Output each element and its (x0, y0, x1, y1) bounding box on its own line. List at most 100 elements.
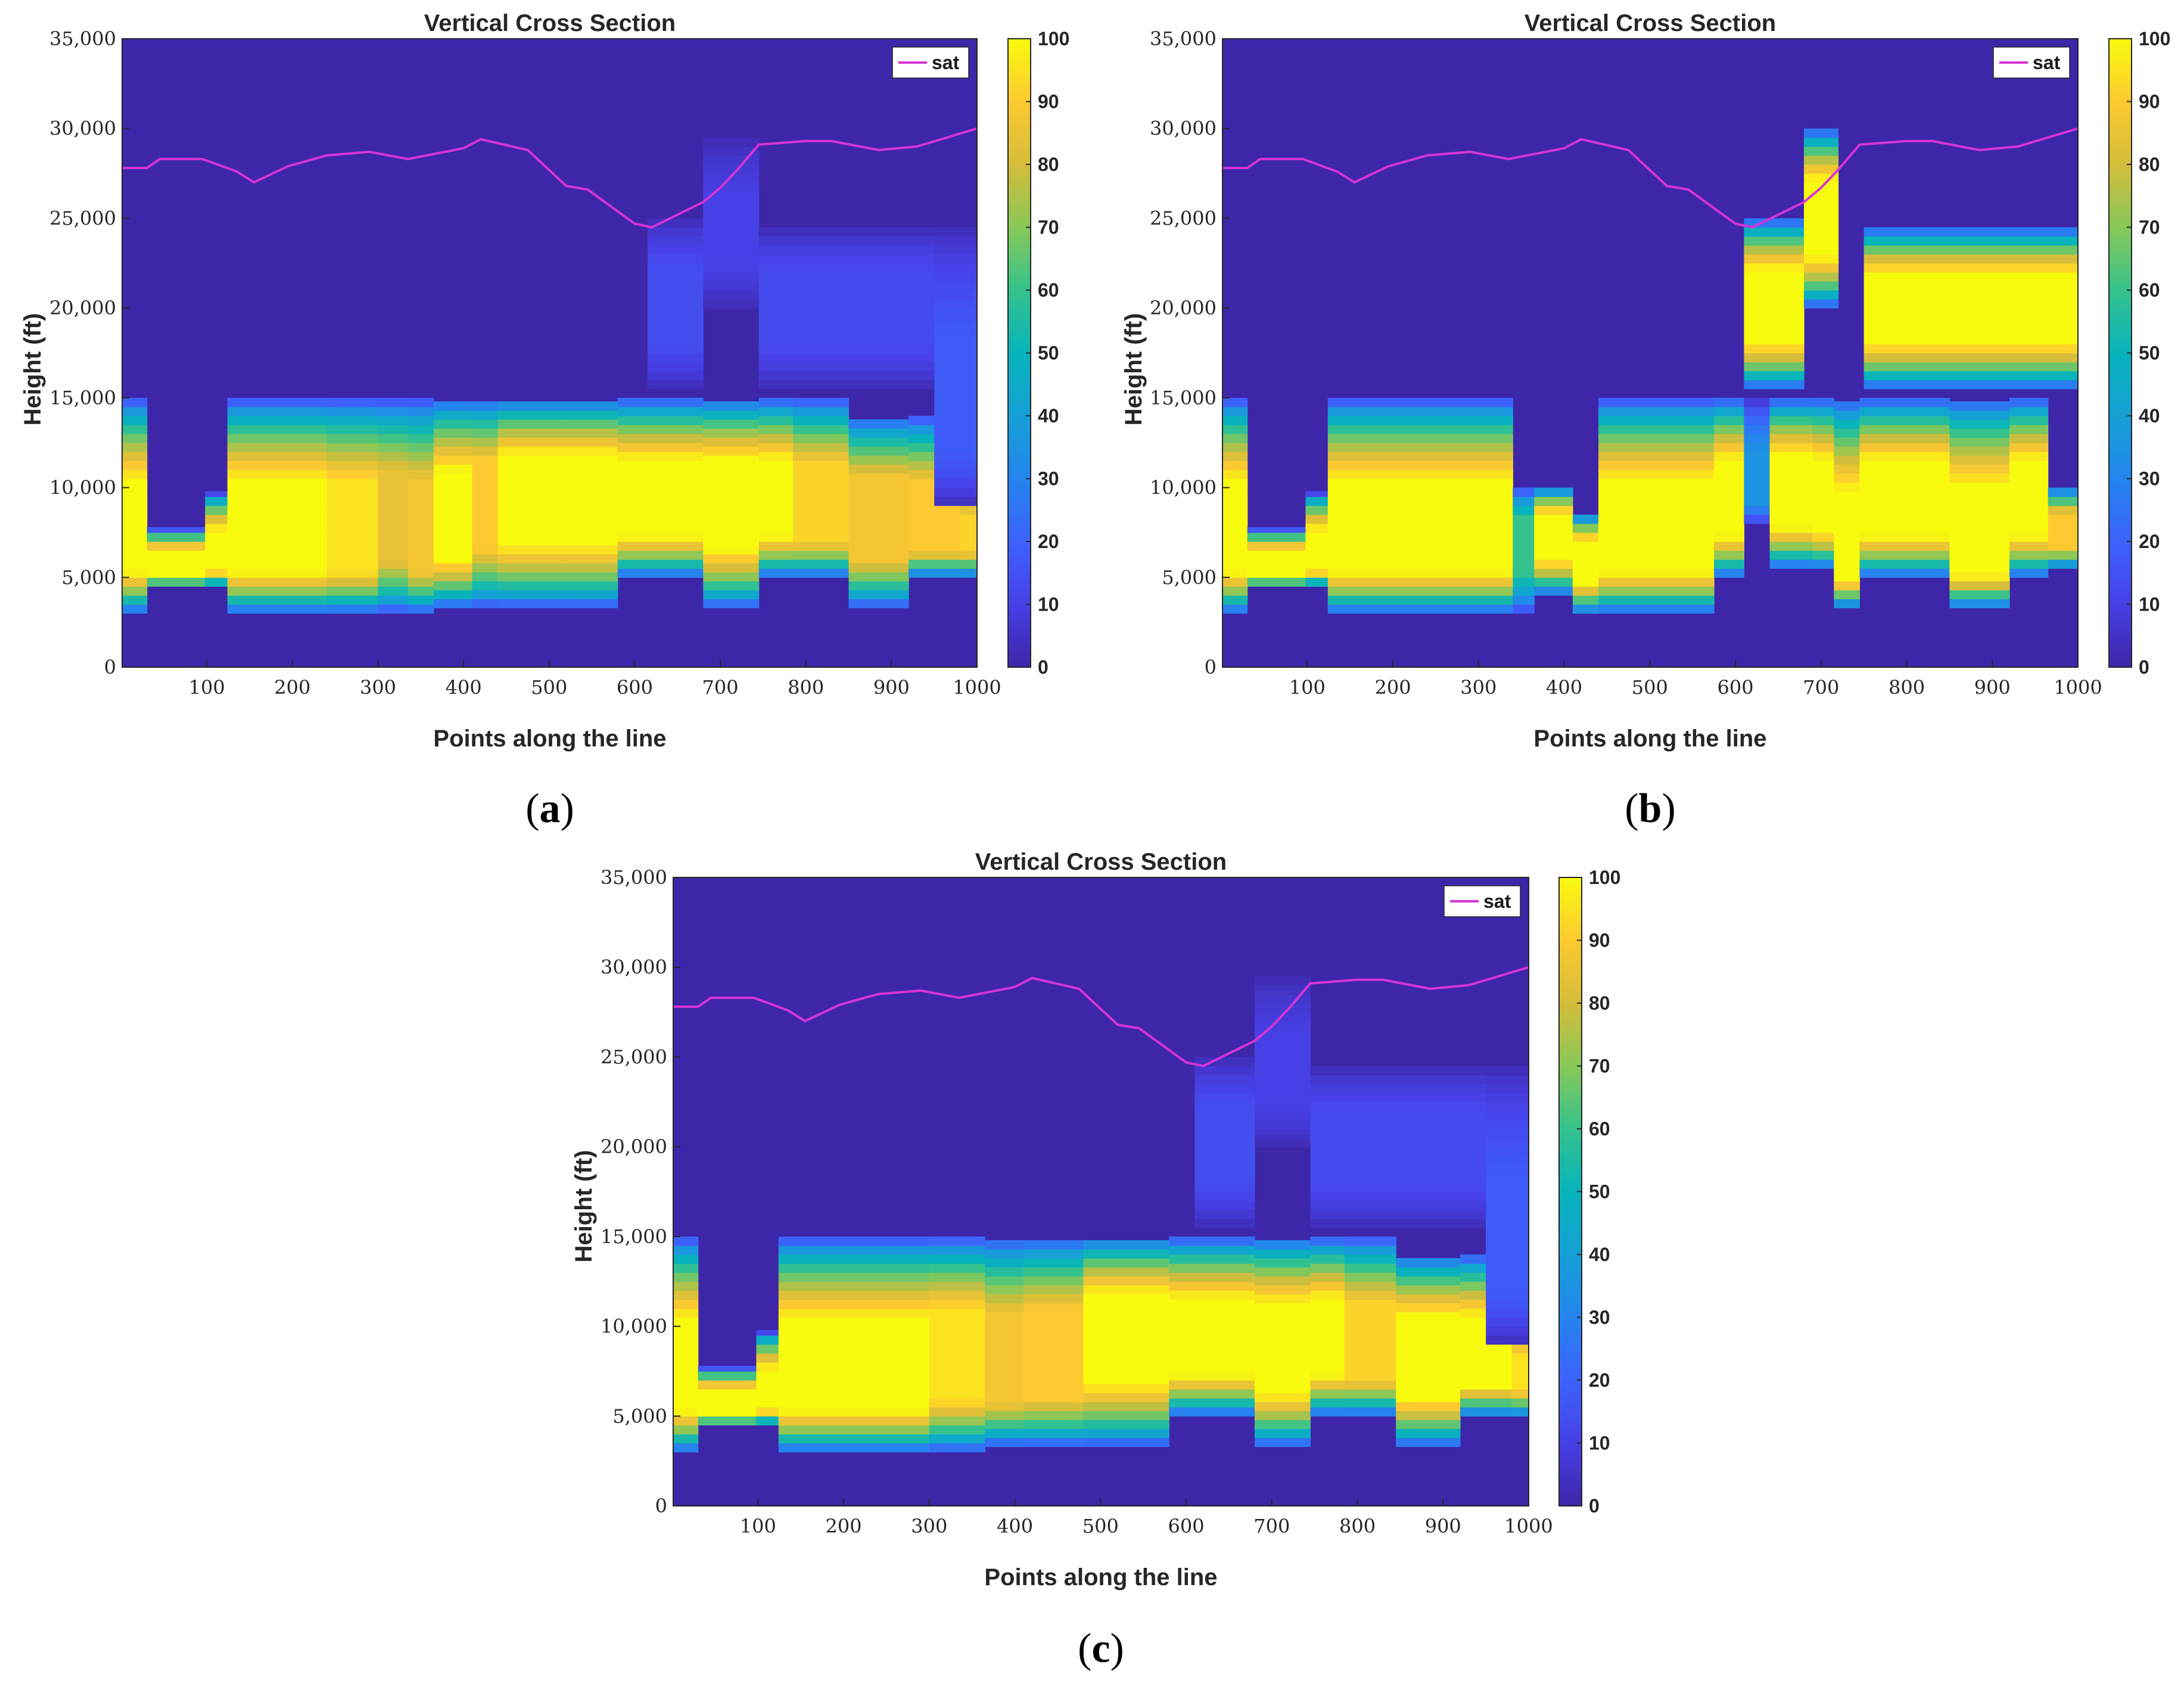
heatmap-cell (1863, 272, 2079, 282)
heatmap-cell (1744, 353, 1805, 363)
heatmap-block (793, 397, 850, 578)
heatmap-cell (122, 532, 148, 542)
heatmap-cell (647, 272, 704, 282)
x-tick-label: 200 (274, 676, 310, 699)
y-tick-label: 5,000 (61, 566, 116, 589)
heatmap-cell (326, 541, 379, 551)
heatmap-cell (848, 473, 909, 483)
x-tick-label: 1000 (2054, 676, 2102, 699)
heatmap-cell (1327, 505, 1513, 515)
heatmap-cell (1083, 1365, 1169, 1375)
heatmap-cell (1255, 1384, 1311, 1393)
heatmap-cell (1169, 1245, 1255, 1255)
heatmap-cell (703, 146, 760, 156)
heatmap-cell (378, 443, 409, 452)
y-tick-label: 35,000 (1150, 27, 1217, 50)
heatmap-cell (227, 496, 327, 506)
heatmap-cell (1310, 1236, 1345, 1246)
heatmap-cell (1222, 397, 1248, 407)
heatmap-cell (1194, 1119, 1255, 1129)
heatmap-cell (1949, 581, 2010, 590)
heatmap-cell (566, 419, 618, 429)
heatmap-cell (934, 388, 978, 399)
heatmap-cell (848, 419, 909, 429)
heatmap-cell (497, 554, 567, 564)
colorbar-tick-label: 20 (1038, 531, 1059, 552)
heatmap-cell (793, 434, 850, 443)
heatmap-cell (1598, 532, 1715, 542)
y-tick-label: 0 (1205, 656, 1217, 678)
heatmap-cell (1305, 523, 1329, 533)
heatmap-cell (1534, 568, 1573, 578)
heatmap-cell (985, 1267, 1024, 1277)
heatmap-cell (909, 505, 960, 515)
heatmap-cell (703, 455, 760, 465)
heatmap-cell (227, 478, 327, 488)
x-tick-label: 500 (1082, 1515, 1119, 1537)
chart-title: Vertical Cross Section (975, 849, 1227, 875)
heatmap-cell (793, 478, 850, 488)
heatmap-cell (793, 452, 850, 461)
heatmap-cell (1327, 514, 1513, 524)
heatmap-cell (227, 505, 327, 515)
heatmap-cell (698, 1407, 757, 1417)
heatmap-cell (1598, 550, 1715, 560)
heatmap-cell (1534, 541, 1573, 551)
heatmap-cell (122, 469, 148, 480)
heatmap-cell (497, 500, 567, 510)
panel-caption: (c) (1078, 1626, 1124, 1671)
heatmap-cell (934, 496, 978, 506)
heatmap-cell (1023, 1249, 1084, 1259)
heatmap-cell (698, 1398, 757, 1408)
heatmap-cell (1222, 406, 1248, 416)
y-tick-label: 35,000 (49, 27, 116, 50)
heatmap-cell (1023, 1240, 1084, 1250)
heatmap-cell (673, 1299, 699, 1309)
heatmap-cell (1863, 353, 2079, 363)
heatmap-cell (909, 559, 960, 569)
heatmap-cell (1023, 1420, 1084, 1429)
heatmap-cell (703, 599, 760, 609)
heatmap-cell (1572, 604, 1599, 614)
heatmap-cell (1534, 514, 1573, 524)
legend-label: sat (932, 52, 960, 73)
heatmap-cell (472, 437, 499, 447)
heatmap-cell (778, 1407, 930, 1417)
heatmap-cell (673, 1353, 699, 1363)
heatmap-cell (122, 478, 148, 488)
heatmap-cell (433, 464, 473, 474)
heatmap-cell (1222, 469, 1248, 480)
heatmap-cell (934, 299, 978, 309)
heatmap-cell (758, 308, 935, 317)
heatmap-cell (407, 532, 434, 542)
heatmap-cell (1460, 1389, 1512, 1399)
heatmap-cell (122, 604, 148, 614)
heatmap-cell (1255, 1039, 1311, 1048)
heatmap-cell (793, 425, 850, 434)
heatmap-cell (147, 527, 206, 533)
heatmap-cell (1804, 137, 1839, 147)
heatmap-cell (1744, 452, 1771, 461)
heatmap-cell (673, 1245, 699, 1255)
heatmap-cell (566, 581, 618, 590)
x-tick-label: 500 (1632, 676, 1668, 699)
heatmap-cell (1949, 437, 2010, 447)
heatmap-cell (1769, 397, 1813, 407)
heatmap-block (1305, 491, 1329, 587)
heatmap-cell (1863, 362, 2079, 372)
heatmap-cell (472, 410, 499, 420)
heatmap-cell (1812, 443, 1834, 452)
heatmap-cell (1327, 397, 1513, 407)
heatmap-block (326, 397, 379, 614)
heatmap-cell (848, 527, 909, 537)
heatmap-cell (848, 500, 909, 510)
heatmap-cell (1769, 434, 1813, 443)
heatmap-cell (758, 478, 794, 488)
heatmap-cell (472, 482, 499, 492)
heatmap-cell (1572, 559, 1599, 569)
heatmap-cell (1744, 443, 1771, 452)
heatmap-cell (1344, 1263, 1396, 1273)
heatmap-cell (433, 500, 473, 510)
heatmap-cell (472, 572, 499, 581)
heatmap-cell (227, 595, 327, 605)
